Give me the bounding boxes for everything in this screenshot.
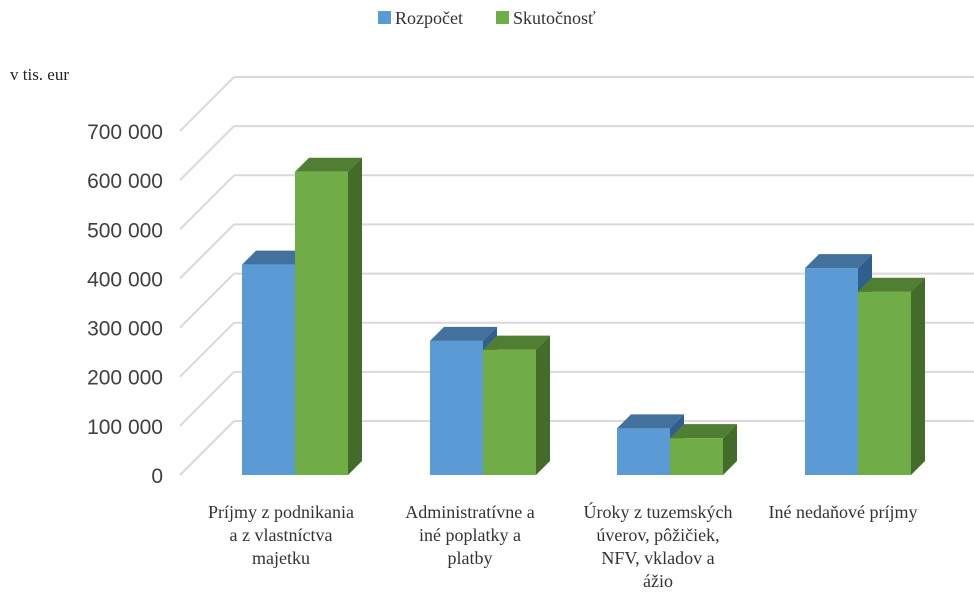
y-tick-label: 500 000 [87, 219, 163, 242]
bar-front [805, 268, 858, 475]
legend-label-budget: Rozpočet [395, 8, 463, 28]
bar-front [617, 428, 670, 475]
bar-top [430, 326, 497, 341]
bar-front [483, 349, 536, 475]
legend-swatch-actual [496, 11, 509, 24]
bar-top [670, 424, 737, 439]
gridline-diagonal-0 [179, 420, 235, 476]
legend-swatch-budget [378, 11, 391, 24]
bar-actual [858, 277, 925, 475]
bar-actual [670, 424, 737, 475]
legend-label-actual: Skutočnosť [513, 8, 596, 28]
y-tick-label: 600 000 [87, 170, 163, 193]
bar-side [911, 277, 925, 475]
gridline-diagonal-4 [179, 223, 235, 280]
x-category-label: Úroky z tuzemských úverov, pôžičiek, NFV, … [584, 501, 733, 591]
bar-front [295, 171, 348, 475]
chart-legend: Rozpočet Skutočnosť [378, 8, 596, 28]
gridline-diagonal-2 [179, 322, 235, 378]
gridline-diagonal-7 [179, 76, 235, 132]
bar-front [670, 438, 723, 475]
bar-top [295, 157, 362, 172]
bar-top [617, 414, 684, 429]
y-tick-label: 700 000 [87, 121, 163, 144]
bar-top [483, 335, 550, 350]
bar-actual [483, 335, 550, 475]
gridline-diagonal-1 [179, 371, 235, 427]
gridline-diagonal-6 [179, 125, 235, 181]
chart-bars [242, 157, 925, 475]
x-axis-category-labels: Príjmy z podnikania a z vlastníctva majetk… [208, 501, 917, 591]
x-category-label: Iné nedaňové príjmy [769, 502, 918, 522]
bar-actual [295, 157, 362, 475]
gridline-diagonal-5 [179, 174, 235, 230]
y-tick-label: 200 000 [87, 367, 163, 390]
bar-top [858, 277, 925, 292]
y-axis-unit-label: v tis. eur [10, 65, 69, 84]
bar-top [242, 250, 309, 265]
bar-side [536, 335, 550, 475]
y-tick-label: 300 000 [87, 318, 163, 341]
y-tick-label: 400 000 [87, 268, 163, 291]
bar-front [242, 264, 295, 475]
bar-front [430, 340, 483, 475]
gridline-diagonal-3 [179, 272, 235, 329]
y-tick-label: 0 [151, 465, 163, 488]
bar-side [348, 157, 362, 475]
bar-side [723, 424, 737, 475]
bar-front [858, 291, 911, 475]
y-tick-label: 100 000 [87, 416, 163, 439]
bar-budget [430, 326, 497, 475]
bar-top [805, 254, 872, 269]
x-category-label: Administratívne a iné poplatky a platby [405, 502, 534, 568]
y-axis-tick-labels: 0 100 000 200 000 300 000 400 000 500 000 600 … [87, 121, 163, 488]
x-category-label: Príjmy z podnikania a z vlastníctva majetk… [208, 502, 354, 568]
